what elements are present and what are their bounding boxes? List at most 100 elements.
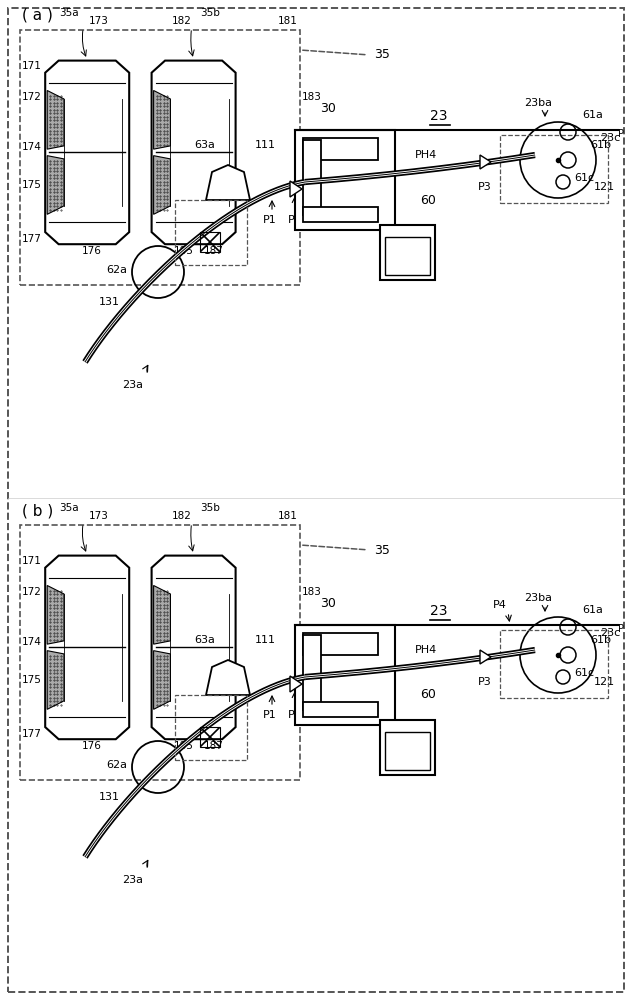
Bar [500,630,608,698]
Polygon shape [154,585,171,644]
Text: 35b: 35b [200,8,219,18]
Text: 183: 183 [302,92,322,102]
Text: 185: 185 [174,741,193,751]
Text: 172: 172 [22,587,42,597]
Text: 121: 121 [594,677,615,687]
Text: P2: P2 [288,215,302,225]
Text: 35: 35 [374,48,390,62]
Bar [303,207,378,222]
Text: 186: 186 [302,675,322,685]
Text: 175: 175 [22,675,42,685]
Bar [303,138,378,160]
Text: 61a: 61a [582,110,603,120]
Text: P1: P1 [263,710,277,720]
Text: 173: 173 [89,16,109,26]
Text: 60: 60 [420,194,436,207]
Text: 35a: 35a [59,503,79,513]
Text: P: P [618,129,624,139]
Polygon shape [152,556,236,739]
Text: 35: 35 [374,544,390,556]
Text: 172: 172 [22,92,42,102]
Text: 171: 171 [22,61,42,71]
Bar [303,635,321,710]
Text: PH4: PH4 [415,645,437,655]
Text: 185: 185 [174,246,193,256]
Bar [380,720,435,775]
Text: 175: 175 [22,180,42,190]
Text: 181: 181 [278,511,298,521]
Text: 62a: 62a [106,265,127,275]
Bar [20,525,300,780]
Text: 177: 177 [22,234,42,244]
Text: 173: 173 [89,511,109,521]
Polygon shape [154,90,171,149]
Text: 183: 183 [302,587,322,597]
Polygon shape [154,651,171,709]
Bar [380,225,435,280]
Text: 30: 30 [320,597,336,610]
Text: 187: 187 [204,741,224,751]
Bar [303,633,378,655]
Text: P: P [618,624,624,634]
Text: 61a: 61a [582,605,603,615]
Text: 174: 174 [22,637,42,647]
Text: 176: 176 [82,246,102,256]
Text: 182: 182 [172,511,191,521]
Text: 131: 131 [99,792,120,802]
Text: 61c: 61c [574,668,594,678]
Text: 174: 174 [22,142,42,152]
Text: P4: P4 [493,600,507,610]
Bar [175,200,247,265]
Text: 111: 111 [255,635,276,645]
Text: 23: 23 [430,109,447,123]
Bar [295,625,395,725]
Text: P1: P1 [263,215,277,225]
Text: 131: 131 [99,297,120,307]
Polygon shape [46,61,129,244]
Text: 23ba: 23ba [524,98,552,108]
Text: 60: 60 [420,688,436,702]
Bar [303,702,378,717]
Text: 23: 23 [430,604,447,618]
Bar [175,695,247,760]
Text: P2: P2 [288,710,302,720]
Text: 62a: 62a [106,760,127,770]
Text: 121: 121 [594,182,615,192]
Bar [385,237,430,275]
Polygon shape [480,650,491,664]
Text: 177: 177 [22,729,42,739]
Bar [500,135,608,203]
Text: 23ba: 23ba [524,593,552,603]
Polygon shape [154,156,171,214]
Text: P3: P3 [478,182,492,192]
Polygon shape [46,556,129,739]
Text: 23c: 23c [600,133,620,143]
Polygon shape [480,155,491,169]
Polygon shape [290,181,302,197]
Text: 23c: 23c [600,628,620,638]
Text: PH4: PH4 [415,150,437,160]
Text: 30: 30 [320,102,336,115]
Text: 63a: 63a [194,140,215,150]
Text: 23a: 23a [123,380,143,390]
Text: 35a: 35a [59,8,79,18]
Text: 184: 184 [302,142,322,152]
Text: 23a: 23a [123,875,143,885]
Text: 181: 181 [278,16,298,26]
Text: 63a: 63a [194,635,215,645]
Polygon shape [206,165,250,200]
Text: 61b: 61b [590,635,611,645]
Text: 184: 184 [302,637,322,647]
Polygon shape [152,61,236,244]
Text: 186: 186 [302,180,322,190]
Text: ( a ): ( a ) [22,8,53,23]
Polygon shape [47,90,64,149]
Text: 35b: 35b [200,503,219,513]
Polygon shape [47,585,64,644]
Text: ( b ): ( b ) [22,503,53,518]
Text: 61c: 61c [574,173,594,183]
Text: 61b: 61b [590,140,611,150]
Text: 176: 176 [82,741,102,751]
Bar [200,232,220,252]
Bar [303,140,321,215]
